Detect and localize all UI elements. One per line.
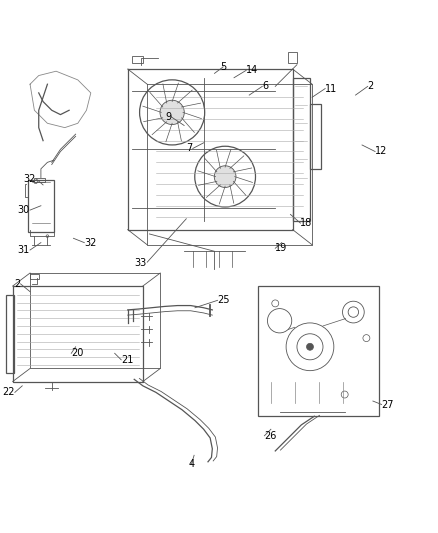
Text: 25: 25 xyxy=(218,295,230,305)
Text: 12: 12 xyxy=(375,147,388,157)
Text: 18: 18 xyxy=(300,218,313,228)
Bar xyxy=(35,177,45,182)
Circle shape xyxy=(160,100,184,125)
Text: 2: 2 xyxy=(14,279,21,289)
Bar xyxy=(288,52,297,62)
Text: 20: 20 xyxy=(71,348,84,358)
Bar xyxy=(132,56,143,62)
Circle shape xyxy=(307,343,314,350)
Text: 22: 22 xyxy=(2,387,15,398)
Text: 26: 26 xyxy=(265,431,277,441)
Text: 32: 32 xyxy=(24,174,36,184)
Text: 7: 7 xyxy=(187,143,193,154)
Bar xyxy=(28,180,54,232)
Text: 21: 21 xyxy=(121,355,134,365)
Text: 11: 11 xyxy=(325,84,337,94)
Text: 14: 14 xyxy=(246,66,258,75)
Circle shape xyxy=(214,166,236,188)
Text: 33: 33 xyxy=(134,258,146,268)
Text: 9: 9 xyxy=(165,112,171,122)
Bar xyxy=(30,274,39,279)
Text: 30: 30 xyxy=(18,205,30,215)
Bar xyxy=(310,104,321,169)
Text: 32: 32 xyxy=(84,238,97,248)
Bar xyxy=(258,286,379,416)
Text: 19: 19 xyxy=(275,243,287,253)
Text: 6: 6 xyxy=(262,82,268,91)
Text: 4: 4 xyxy=(188,459,194,469)
Text: 2: 2 xyxy=(367,82,374,91)
Text: 31: 31 xyxy=(18,245,30,255)
Text: 27: 27 xyxy=(381,400,394,409)
Bar xyxy=(293,78,310,221)
Text: 5: 5 xyxy=(220,62,226,72)
Bar xyxy=(6,295,14,373)
